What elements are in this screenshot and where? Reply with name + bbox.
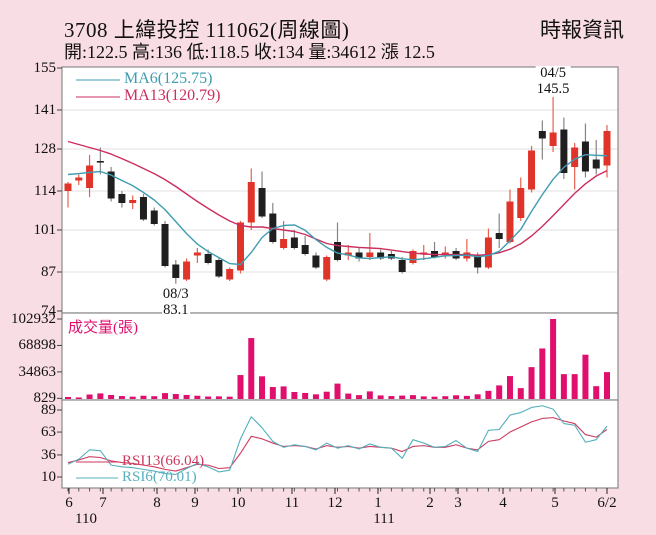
month-axis-tick: 3 [454, 495, 462, 511]
low-annotation-date: 08/3 [162, 286, 189, 302]
rsi-axis-tick: 89 [41, 402, 56, 418]
month-axis-tick: 1 [374, 495, 382, 511]
high-annotation: 04/5 145.5 [535, 65, 571, 97]
volume-axis-tick: 68898 [18, 337, 57, 354]
price-axis-tick: 101 [33, 222, 57, 238]
month-axis-tick: 9 [191, 495, 199, 511]
month-axis-tick: 4 [499, 495, 507, 511]
month-axis-tick: 11 [284, 495, 300, 511]
price-axis-tick: 141 [33, 102, 57, 118]
page-title: 3708 上緯投控 111062(周線圖) [64, 18, 350, 42]
rsi-axis-tick: 63 [41, 424, 56, 441]
month-axis-tick: 8 [153, 495, 161, 511]
high-annotation-date: 04/5 [540, 65, 566, 81]
month-axis-tick: 5 [551, 495, 559, 511]
volume-axis-tick: 102932 [11, 311, 56, 327]
volume-pane-label: 成交量(張) [68, 320, 138, 336]
source-label: 時報資訊 [540, 18, 624, 42]
month-axis-tick: 12 [327, 495, 343, 511]
year-axis-tick: 110 [75, 511, 97, 527]
month-axis-tick: 6 [65, 495, 73, 511]
price-axis-tick: 128 [33, 141, 57, 157]
low-annotation-price: 83.1 [163, 301, 189, 318]
month-axis-tick: 10 [230, 495, 246, 511]
volume-axis-tick: 829 [33, 390, 57, 407]
rsi-axis-tick: 36 [41, 446, 56, 463]
rsi13-legend-label: RSI13(66.04) [122, 453, 205, 469]
price-axis-tick: 87 [41, 264, 56, 280]
volume-axis-tick: 34863 [18, 363, 57, 380]
price-axis-tick: 114 [34, 183, 56, 199]
month-axis-tick: 2 [426, 495, 434, 511]
rsi6-legend-label: RSI6(70.01) [122, 469, 197, 485]
ohlc-quote-line: 開:122.5 高:136 低:118.5 收:134 量:34612 漲 12… [64, 42, 435, 62]
low-annotation: 08/3 83.1 [161, 286, 190, 318]
ma6-legend-label: MA6(125.75) [124, 70, 213, 87]
month-axis-tick: 7 [99, 495, 107, 511]
ma13-legend-label: MA13(120.79) [124, 87, 221, 104]
high-annotation-price: 145.5 [536, 80, 570, 97]
month-axis-tick: 6/2 [597, 495, 617, 511]
year-axis-tick: 111 [373, 511, 395, 527]
price-axis-tick: 74 [41, 303, 56, 319]
rsi-axis-tick: 10 [41, 468, 56, 485]
price-axis-tick: 155 [33, 60, 57, 76]
